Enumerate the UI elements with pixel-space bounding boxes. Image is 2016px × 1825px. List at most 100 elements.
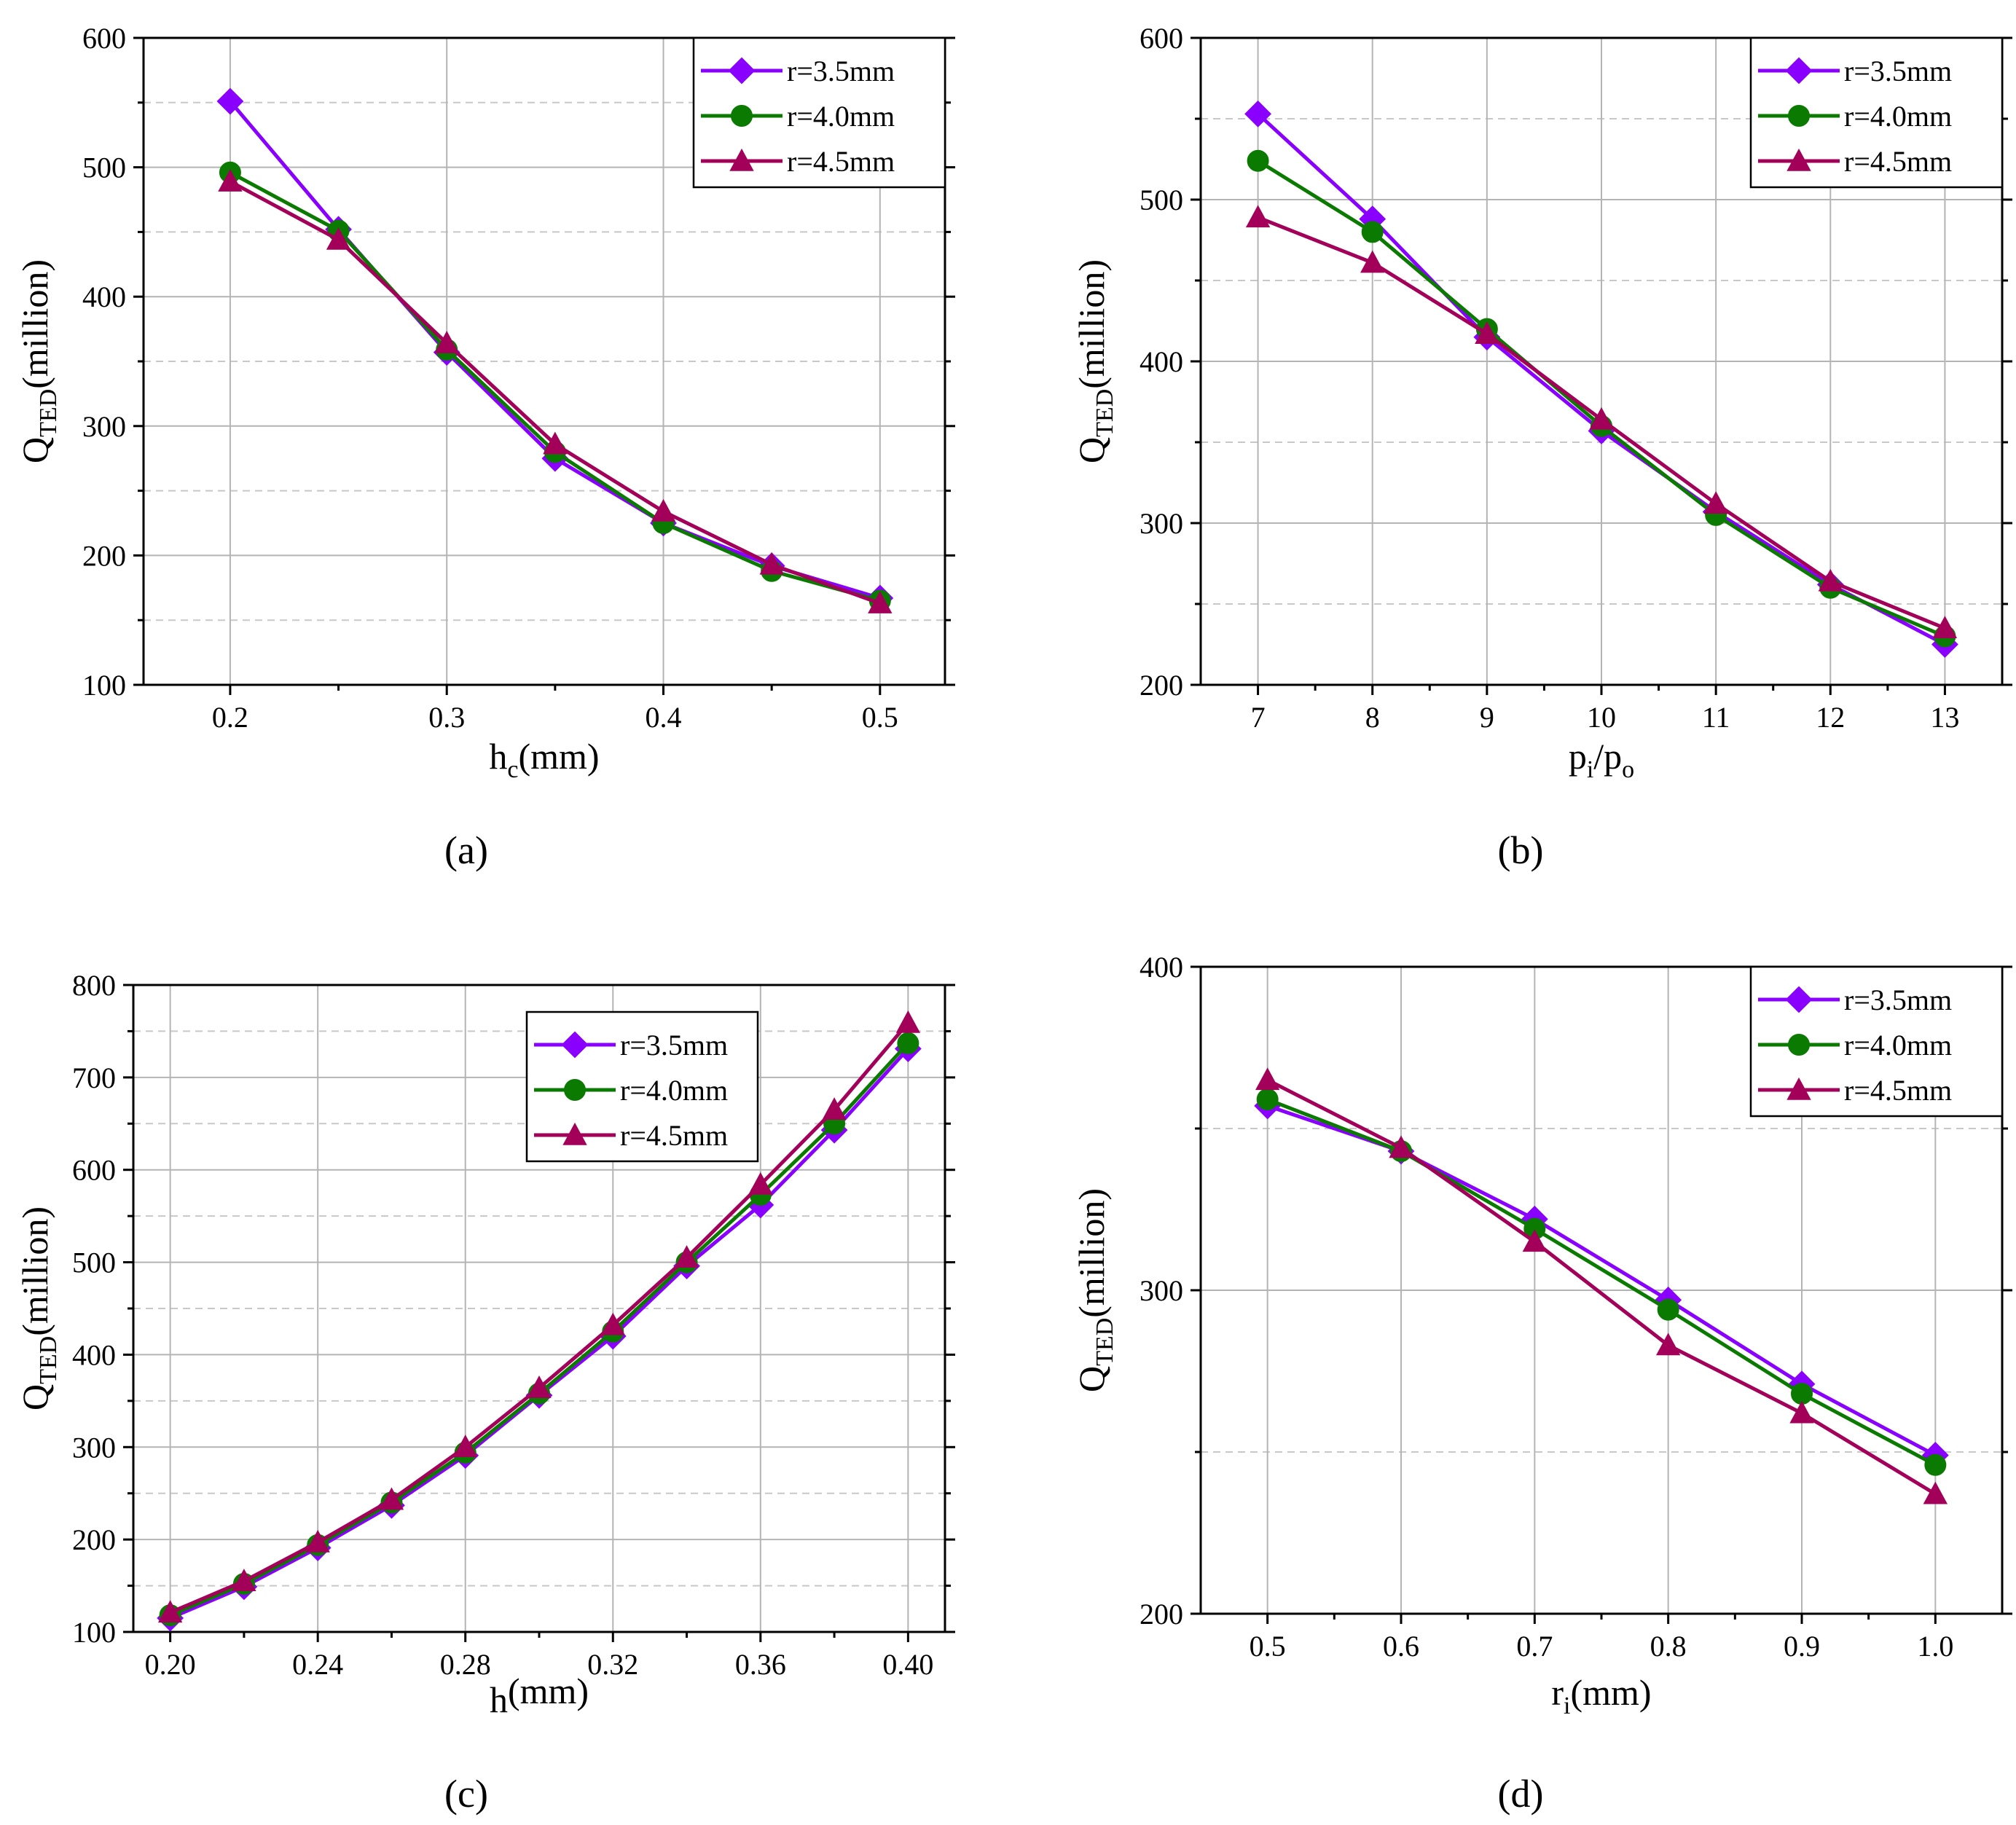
x-tick-label: 0.5 [1250,1630,1286,1663]
legend-label: r=3.5mm [620,1029,728,1061]
x-tick-label: 0.20 [145,1648,196,1681]
data-point [1789,1400,1814,1424]
x-tick-label: 13 [1930,701,1959,734]
legend: r=3.5mm r=4.0mm r=4.5mm [1749,36,2004,189]
legend-marker [1788,1034,1810,1056]
data-point [453,1435,478,1458]
x-tick-label: 0.6 [1383,1630,1419,1663]
legend-marker [1785,986,1813,1013]
x-tick-label: 7 [1251,701,1266,734]
data-point [1475,321,1499,345]
series-line [1266,1104,1937,1457]
y-axis-label-part: Q [1071,1366,1112,1392]
y-tick-label: 700 [72,1061,116,1094]
x-tick-label: 8 [1365,701,1380,734]
y-tick-label: 400 [1140,951,1183,984]
y-tick-label: 100 [82,669,126,702]
x-axis-label-subscript: i [1564,1692,1570,1719]
x-axis-label-subscript: o [1622,756,1634,783]
x-axis-label-subscript: i [1587,756,1593,783]
y-axis-label-part: Q [15,1384,55,1410]
legend-marker [561,1031,589,1059]
legend-label: r=4.0mm [1844,1029,1952,1061]
panel-d: 200 300 400 0.5 0.6 0.7 0.8 0.9 1.0 ri(mm) QTED(mi… [1071,951,2012,1816]
data-point [897,1032,919,1054]
data-point [527,1375,552,1398]
y-axis-label: QTED(million) [15,1206,62,1410]
data-point [868,591,893,613]
y-axis-label-subscript: TED [35,389,62,437]
legend-marker [1786,1077,1811,1100]
x-axis-label-part: h [490,1679,508,1720]
x-tick-label: 0.32 [587,1648,638,1681]
y-axis-label: QTED(million) [15,259,62,463]
y-tick-label: 100 [72,1616,116,1649]
data-point [895,1010,921,1033]
legend-marker [1785,57,1813,85]
y-tick-label: 400 [1140,345,1183,378]
y-tick-label: 500 [82,152,126,184]
data-point [232,1569,256,1591]
data-point [1589,407,1614,430]
x-tick-label: 0.3 [428,701,465,734]
data-point [218,169,243,192]
legend: r=3.5mm r=4.0mm r=4.5mm [525,1010,759,1163]
x-tick-label: 0.24 [292,1648,343,1681]
y-tick-label: 200 [72,1523,116,1556]
data-point [1923,1481,1948,1504]
y-axis-label-part: Q [15,437,55,463]
legend-label: r=4.5mm [787,145,895,178]
data-point [1924,1453,1947,1476]
data-point [157,1600,183,1623]
y-axis-label-subscript: TED [1091,389,1118,437]
data-point [1655,1333,1681,1356]
legend-marker [1788,105,1810,127]
y-tick-label: 600 [1140,22,1183,55]
x-tick-label: 0.7 [1516,1630,1553,1663]
y-tick-label: 600 [72,1154,116,1187]
series-line [1266,1097,1937,1467]
legend-label: r=4.0mm [620,1074,728,1107]
data-point [822,1097,847,1120]
x-tick-label: 0.8 [1650,1630,1687,1663]
legend-label: r=3.5mm [1844,55,1952,87]
y-axis-label-subscript: TED [35,1336,62,1384]
series-r=4.5mm [218,169,893,613]
data-point [216,87,244,115]
series-r=4.0mm [1256,1088,1947,1476]
x-axis-label: hc(mm) [489,736,599,783]
x-axis-label: h(mm) [490,1671,589,1720]
data-point [1256,1088,1279,1111]
y-tick-label: 800 [72,969,116,1002]
legend: r=3.5mm r=4.0mm r=4.5mm [692,36,946,189]
series-r=4.5mm [157,1010,921,1623]
panel-label: (d) [1498,1772,1544,1816]
legend-marker [562,1122,587,1145]
y-axis-label-part: (million) [15,259,55,389]
y-axis-label-part: Q [1071,437,1112,463]
data-point [1247,149,1269,172]
x-tick-label: 0.4 [646,701,682,734]
x-tick-label: 12 [1816,701,1845,734]
y-tick-label: 400 [72,1338,116,1371]
data-point [1255,1067,1280,1091]
data-point [759,552,784,575]
x-axis-label-part: (mm) [508,1671,589,1711]
panel-a: 100 200 300 400 500 600 0.2 0.3 0.4 0.5 hc(mm) QTED… [15,22,955,872]
y-axis-label-part: (million) [1071,259,1112,389]
data-point [748,1171,773,1195]
x-axis-label-part: /p [1593,736,1622,777]
x-tick-label: 0.2 [212,701,248,734]
y-tick-label: 200 [1140,669,1183,702]
panel-label: (c) [444,1772,488,1816]
y-tick-label: 200 [1140,1598,1183,1630]
legend-label: r=4.5mm [1844,145,1952,178]
x-axis-label: ri(mm) [1551,1672,1651,1719]
x-axis-label-part: (mm) [1571,1672,1652,1713]
data-point [1360,250,1385,273]
data-point [600,1312,625,1335]
data-point [1703,491,1728,514]
panel-label: (a) [444,828,488,872]
panel-b: 200 300 400 500 600 7 8 9 10 11 12 13 pi/po QTED(mill… [1071,22,2012,872]
